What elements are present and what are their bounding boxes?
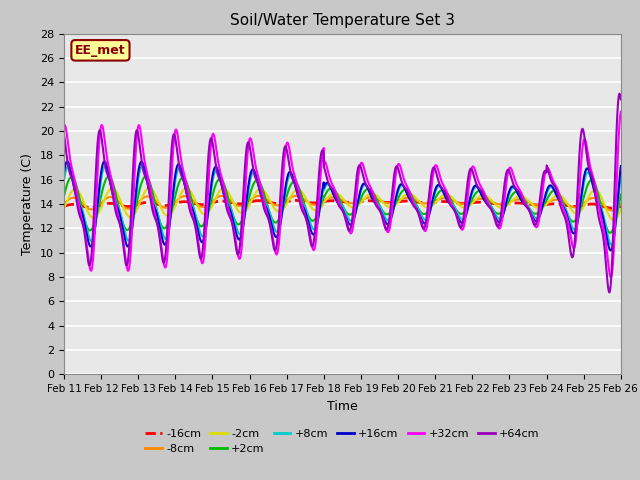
+64cm <box>606 288 614 293</box>
+16cm <box>124 244 132 250</box>
-8cm <box>255 193 263 199</box>
-2cm <box>157 204 164 210</box>
+32cm <box>298 200 305 206</box>
-16cm <box>292 197 300 203</box>
+8cm <box>138 164 146 169</box>
-8cm <box>546 198 554 204</box>
+2cm <box>60 193 68 199</box>
+32cm <box>60 123 68 129</box>
-16cm <box>298 198 306 204</box>
+8cm <box>607 242 615 248</box>
+16cm <box>607 248 614 253</box>
X-axis label: Time: Time <box>327 400 358 413</box>
Line: +8cm: +8cm <box>64 167 621 245</box>
+8cm <box>274 228 282 234</box>
+2cm <box>157 221 164 227</box>
-2cm <box>606 215 614 220</box>
-16cm <box>608 205 616 211</box>
Line: -16cm: -16cm <box>64 200 621 208</box>
+8cm <box>546 184 554 190</box>
+2cm <box>124 227 131 233</box>
+2cm <box>298 193 306 199</box>
+64cm <box>124 261 131 266</box>
Line: -8cm: -8cm <box>64 196 621 211</box>
Line: +32cm: +32cm <box>64 112 621 277</box>
Legend: -16cm, -8cm, -2cm, +2cm, +8cm, +16cm, +32cm, +64cm: -16cm, -8cm, -2cm, +2cm, +8cm, +16cm, +3… <box>141 424 544 459</box>
+2cm <box>606 230 614 236</box>
+8cm <box>157 223 164 228</box>
+64cm <box>616 91 623 96</box>
-2cm <box>60 205 68 211</box>
-2cm <box>124 212 131 218</box>
+8cm <box>298 199 306 205</box>
+2cm <box>606 230 614 236</box>
Y-axis label: Temperature (C): Temperature (C) <box>22 153 35 255</box>
-8cm <box>298 195 306 201</box>
+64cm <box>605 289 613 295</box>
+8cm <box>124 237 131 243</box>
+2cm <box>617 192 625 197</box>
+64cm <box>298 206 305 212</box>
-16cm <box>606 205 614 211</box>
+16cm <box>60 169 68 175</box>
-2cm <box>617 206 625 212</box>
-8cm <box>274 203 282 208</box>
+16cm <box>606 247 614 253</box>
Title: Soil/Water Temperature Set 3: Soil/Water Temperature Set 3 <box>230 13 455 28</box>
+2cm <box>274 218 282 224</box>
-8cm <box>60 201 68 207</box>
-8cm <box>608 208 616 214</box>
Line: +16cm: +16cm <box>64 161 621 251</box>
-16cm <box>274 201 282 206</box>
-8cm <box>124 206 131 212</box>
+64cm <box>60 132 68 138</box>
+32cm <box>607 275 614 280</box>
+16cm <box>298 201 306 207</box>
-2cm <box>145 185 153 191</box>
-16cm <box>157 202 164 208</box>
-8cm <box>606 207 614 213</box>
+32cm <box>617 109 625 115</box>
+32cm <box>606 272 614 278</box>
+16cm <box>63 158 71 164</box>
+16cm <box>617 163 625 169</box>
+16cm <box>546 182 554 188</box>
-16cm <box>546 201 554 207</box>
+2cm <box>142 174 150 180</box>
+16cm <box>274 233 282 239</box>
+16cm <box>157 229 164 235</box>
Text: EE_met: EE_met <box>75 44 126 57</box>
+2cm <box>546 191 554 197</box>
-16cm <box>124 204 131 209</box>
-8cm <box>157 203 164 208</box>
+32cm <box>274 250 282 256</box>
-2cm <box>274 209 282 215</box>
+64cm <box>617 96 625 102</box>
+64cm <box>546 174 554 180</box>
-2cm <box>546 198 554 204</box>
+64cm <box>274 235 282 240</box>
Line: +2cm: +2cm <box>64 177 621 233</box>
-2cm <box>610 217 618 223</box>
-8cm <box>617 201 625 207</box>
Line: -2cm: -2cm <box>64 188 621 220</box>
-16cm <box>60 204 68 209</box>
Line: +64cm: +64cm <box>64 94 621 292</box>
+32cm <box>157 237 164 243</box>
+8cm <box>60 177 68 183</box>
+32cm <box>124 267 131 273</box>
+32cm <box>546 169 554 175</box>
+64cm <box>157 242 164 248</box>
-16cm <box>617 204 625 209</box>
+8cm <box>606 240 614 246</box>
-2cm <box>298 189 306 195</box>
+8cm <box>617 172 625 178</box>
